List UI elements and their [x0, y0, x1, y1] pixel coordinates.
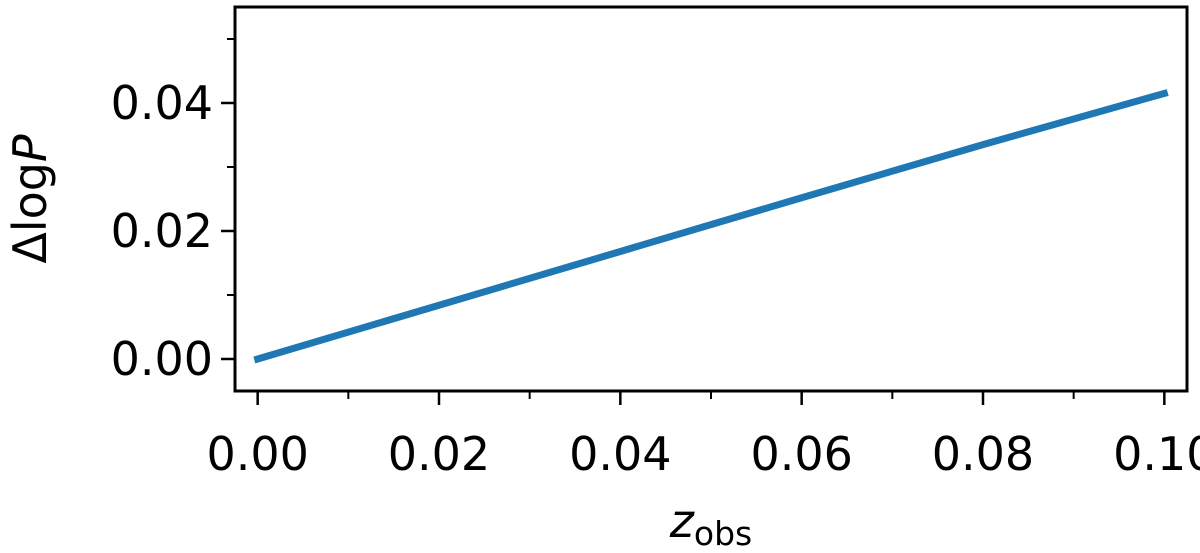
x-tick-label: 0.02 — [388, 427, 490, 481]
y-tick-label: 0.00 — [111, 332, 213, 386]
x-axis-label-base: z — [669, 494, 695, 548]
ticks-layer: 0.00 0.02 0.04 0.06 0.08 0.10 0.00 0.02 0.04 — [111, 38, 1200, 481]
y-tick-label: 0.04 — [111, 76, 213, 130]
x-tick-label: 0.06 — [750, 427, 852, 481]
x-axis-label-subscript: obs — [694, 514, 752, 553]
plot-frame — [233, 5, 1189, 393]
y-axis-label: ΔlogP — [3, 134, 57, 264]
x-tick-label: 0.04 — [569, 427, 671, 481]
x-tick-label: 0.00 — [206, 427, 308, 481]
x-tick-label: 0.10 — [1113, 427, 1200, 481]
series-layer — [253, 89, 1169, 364]
x-axis-label: zobs — [669, 494, 753, 553]
y-axis-label-symbol: P — [3, 134, 57, 162]
y-tick-label: 0.02 — [111, 204, 213, 258]
y-axis-label-prefix: Δlog — [3, 162, 57, 264]
x-tick-label: 0.08 — [932, 427, 1034, 481]
series-line — [253, 89, 1169, 364]
